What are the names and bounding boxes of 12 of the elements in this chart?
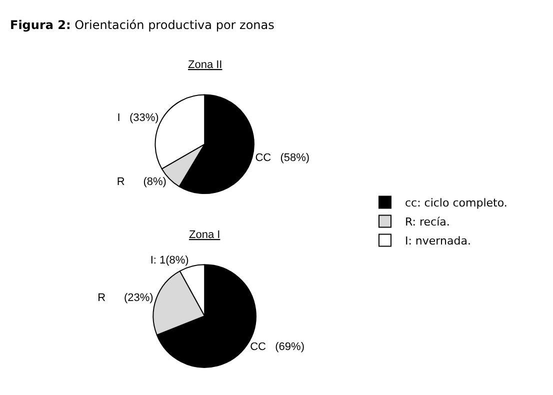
data-label: CC (58%) [255, 152, 310, 164]
chart-subtitle: Zona I [189, 229, 220, 241]
data-label: CC (69%) [250, 340, 304, 353]
legend-label: I: nvernada. [404, 234, 471, 248]
legend-label: cc: ciclo completo. [404, 196, 508, 210]
chart-title: Figura 2: Orientación productiva por zonas [10, 18, 274, 32]
legend-label: R: recía. [404, 215, 450, 228]
data-label: R (23%) [98, 292, 154, 304]
data-label: I: 1(8%) [150, 254, 189, 267]
data-label: I (33%) [117, 112, 159, 124]
data-label: R (8%) [116, 176, 166, 188]
chart-subtitle: Zona II [188, 59, 222, 71]
